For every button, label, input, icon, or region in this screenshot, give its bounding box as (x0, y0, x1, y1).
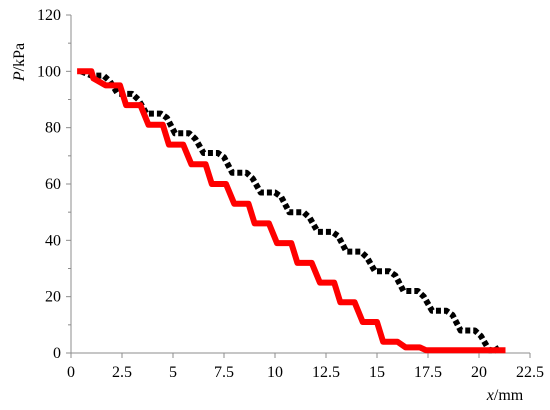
x-tick-label: 10 (267, 364, 283, 381)
x-tick-label: 5 (169, 364, 177, 381)
axes: 0 20 40 60 80 100 120 0 2.5 5 7.5 10 12.5 15 17.5 20 22.… (37, 7, 544, 381)
y-axis-label: P/kPa (11, 43, 28, 82)
series-layer (77, 68, 506, 354)
y-tick-label: 20 (45, 289, 61, 306)
x-tick-label: 22.5 (516, 364, 544, 381)
x-tick-label: 15 (369, 364, 385, 381)
x-axis-unit: /mm (494, 387, 524, 404)
x-tick-label: 20 (471, 364, 487, 381)
y-axis-unit: /kPa (11, 43, 28, 71)
labels: P/kPa x/mm (11, 43, 524, 404)
y-tick-label: 120 (37, 7, 61, 24)
y-tick-label: 80 (45, 120, 61, 137)
y-tick-label: 100 (37, 63, 61, 80)
y-axis-var: P (11, 71, 28, 82)
x-tick-label: 17.5 (414, 364, 442, 381)
x-axis-label: x/mm (486, 387, 524, 404)
y-tick-label: 40 (45, 232, 61, 249)
series-line-2 (77, 68, 506, 354)
x-tick-label: 2.5 (112, 364, 132, 381)
series-line-1 (80, 68, 502, 354)
x-tick-label: 7.5 (214, 364, 234, 381)
x-tick-label: 12.5 (312, 364, 340, 381)
x-axis-var: x (486, 387, 494, 404)
y-tick-label: 60 (45, 176, 61, 193)
x-tick-label: 0 (67, 364, 75, 381)
y-tick-label: 0 (53, 345, 61, 362)
